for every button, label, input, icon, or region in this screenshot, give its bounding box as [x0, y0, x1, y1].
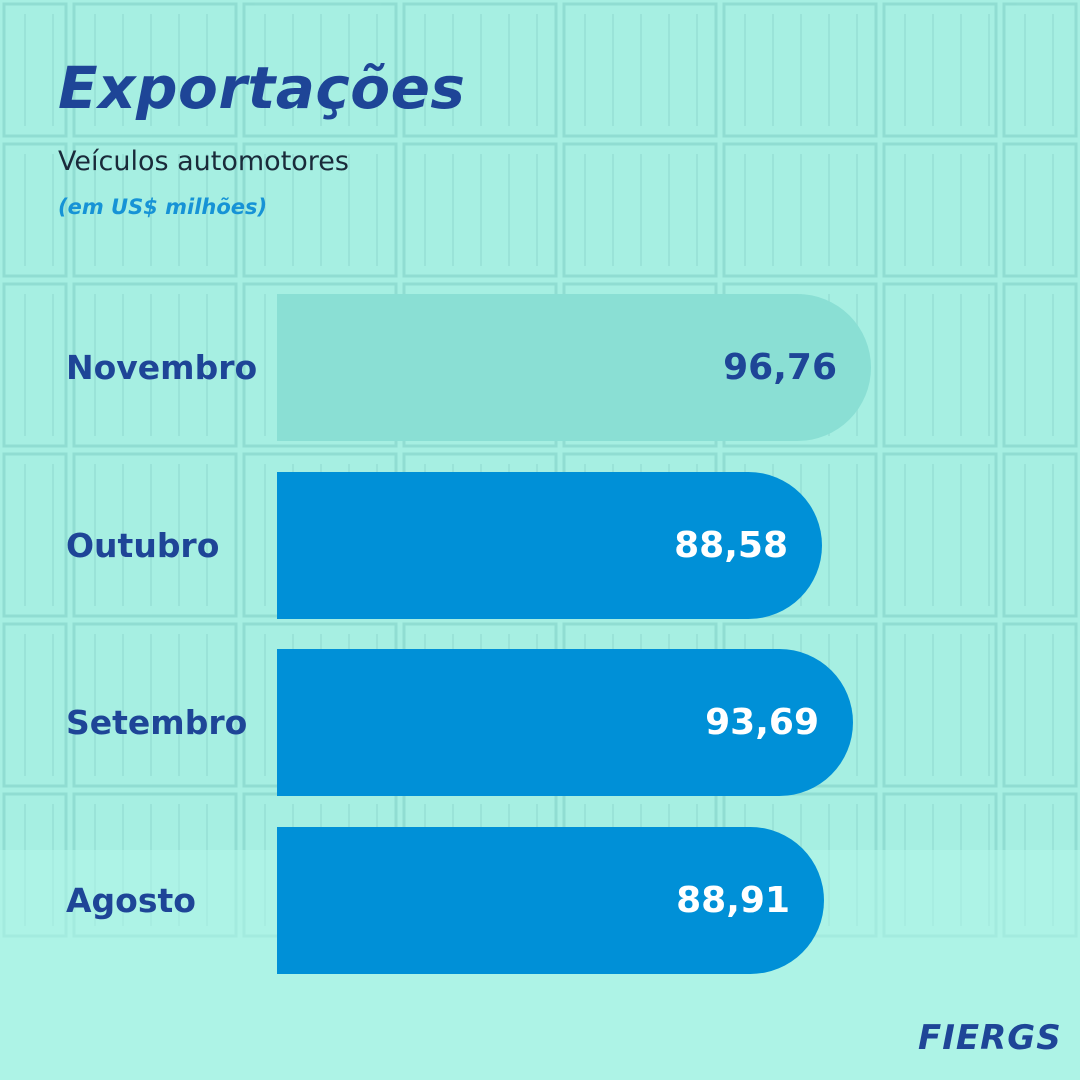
bar-value-label: 88,58: [674, 524, 788, 566]
bar: [277, 649, 853, 796]
bar: [277, 294, 871, 441]
page-title: Exportações: [58, 54, 466, 122]
bar-value-label: 93,69: [705, 701, 819, 743]
fiergs-logo: FIERGS: [918, 1018, 1062, 1058]
category-label: Outubro: [66, 525, 220, 565]
chart-subtitle: Veículos automotores: [58, 146, 349, 177]
bar-value-label: 88,91: [676, 879, 790, 921]
category-label: Setembro: [66, 702, 248, 742]
category-label: Agosto: [66, 880, 196, 920]
bar: [277, 827, 824, 974]
category-label: Novembro: [66, 347, 258, 387]
unit-label: (em US$ milhões): [58, 195, 268, 219]
bar: [277, 472, 822, 619]
bar-value-label: 96,76: [723, 346, 837, 388]
